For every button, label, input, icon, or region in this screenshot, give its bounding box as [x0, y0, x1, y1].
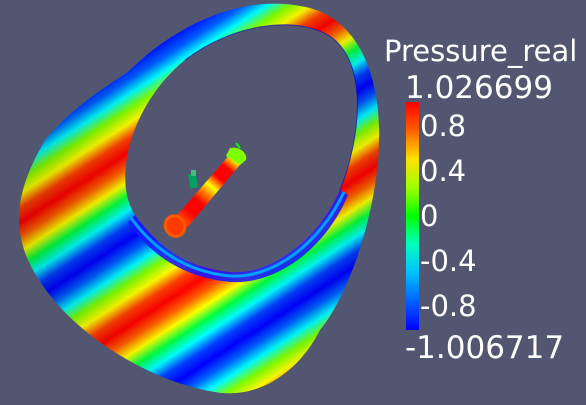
legend-min-label: -1.006717 — [405, 330, 565, 366]
legend-tick-label: 0.4 — [420, 154, 467, 189]
legend-max-label: 1.026699 — [405, 70, 553, 106]
legend-tick-label: -0.4 — [420, 243, 477, 278]
inner-cylinder-with-fin — [163, 142, 247, 238]
colorbar — [406, 102, 419, 330]
legend-tick-label: -0.8 — [420, 288, 477, 323]
legend-tick-label: 0.8 — [420, 109, 467, 144]
legend-title: Pressure_real — [384, 34, 578, 68]
legend-tick-label: 0 — [420, 199, 439, 234]
inner-wall — [128, 190, 348, 283]
